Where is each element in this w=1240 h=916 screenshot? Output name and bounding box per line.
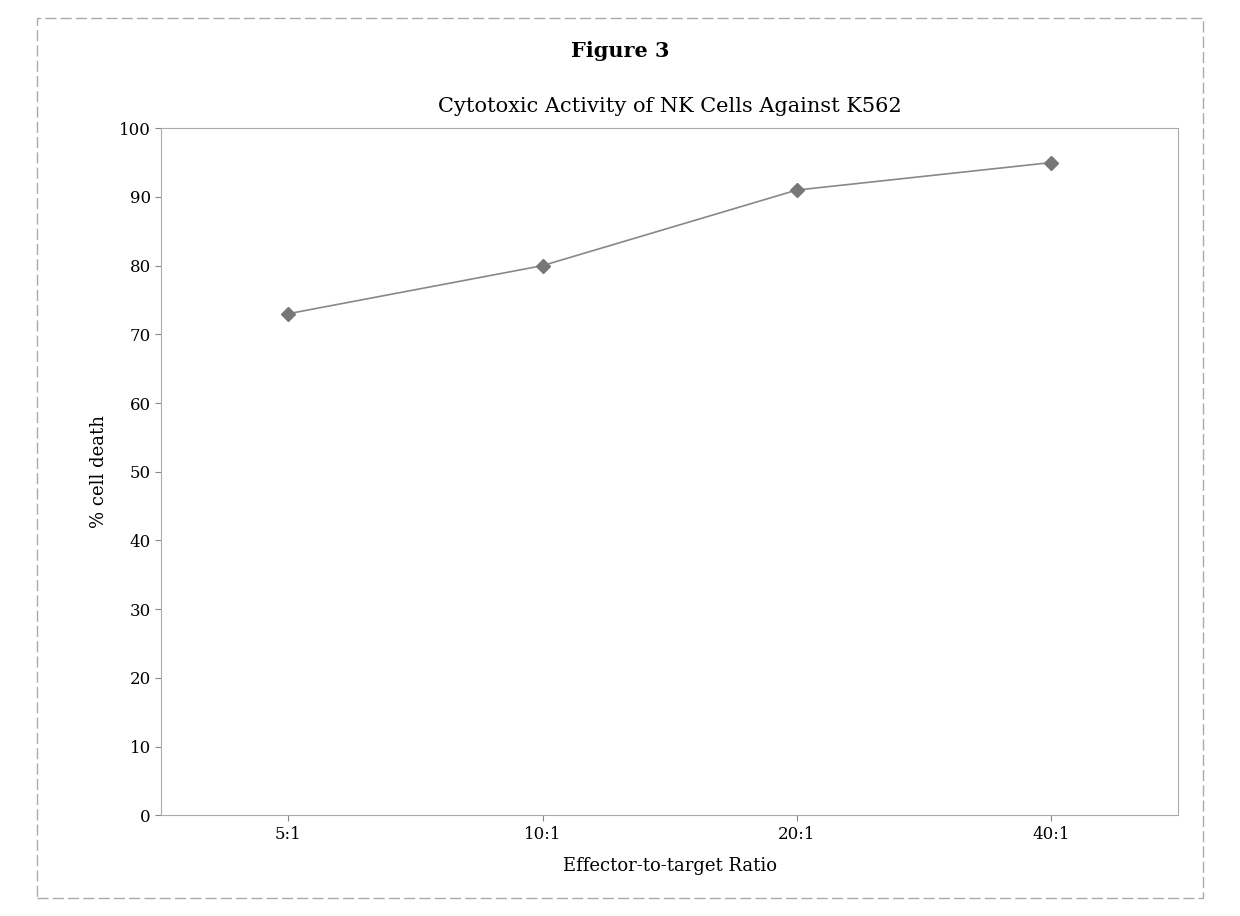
X-axis label: Effector-to-target Ratio: Effector-to-target Ratio <box>563 856 776 875</box>
Title: Cytotoxic Activity of NK Cells Against K562: Cytotoxic Activity of NK Cells Against K… <box>438 96 901 115</box>
Text: Figure 3: Figure 3 <box>570 41 670 61</box>
Y-axis label: % cell death: % cell death <box>89 415 108 529</box>
